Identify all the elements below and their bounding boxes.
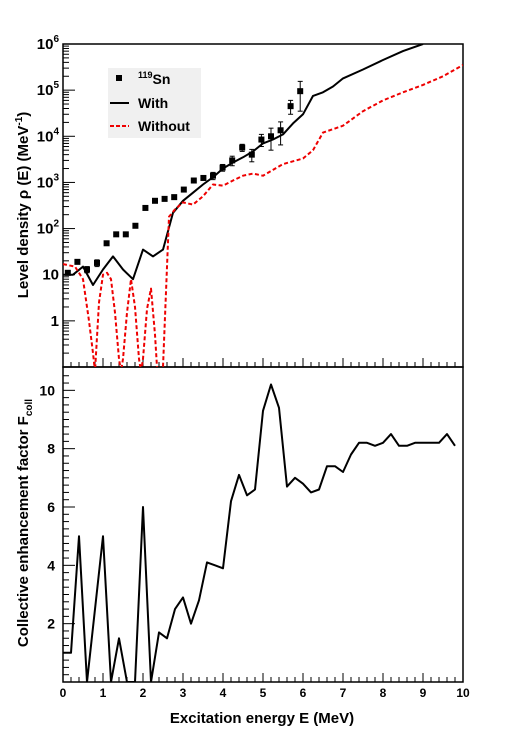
x-tick-label: 2 bbox=[140, 686, 147, 700]
y-tick-label-bottom: 4 bbox=[47, 557, 55, 573]
data-point-119sn bbox=[258, 136, 265, 143]
y-tick-label-top: 105 bbox=[37, 80, 60, 99]
series-line-with bbox=[63, 44, 424, 286]
data-point-119sn bbox=[142, 204, 149, 211]
data-point-119sn bbox=[297, 88, 304, 95]
top-plot-area bbox=[63, 44, 463, 367]
data-point-119sn bbox=[190, 177, 197, 184]
y-tick-label-bottom: 10 bbox=[39, 382, 55, 398]
data-point-119sn bbox=[132, 222, 139, 229]
x-tick-label: 5 bbox=[260, 686, 267, 700]
x-tick-label: 1 bbox=[100, 686, 107, 700]
legend-label-without: Without bbox=[138, 118, 190, 134]
x-tick-label: 7 bbox=[340, 686, 347, 700]
data-point-119sn bbox=[84, 266, 90, 273]
data-point-119sn bbox=[180, 186, 187, 193]
y-tick-label-bottom: 8 bbox=[47, 441, 55, 457]
data-point-119sn bbox=[248, 151, 255, 158]
bottom-plot-area bbox=[63, 383, 456, 682]
data-point-119sn bbox=[113, 231, 120, 238]
legend-marker-square bbox=[116, 75, 122, 81]
x-tick-label: 0 bbox=[60, 686, 67, 700]
y-tick-label-bottom: 6 bbox=[47, 499, 55, 515]
y-tick-label-top: 103 bbox=[37, 172, 60, 191]
y-tick-label-top: 10 bbox=[42, 267, 59, 284]
y-tick-label-top: 104 bbox=[37, 126, 60, 145]
x-tick-label: 4 bbox=[220, 686, 227, 700]
bottom-y-axis-title: Collective enhancement factor Fcoll bbox=[15, 399, 35, 647]
data-point-119sn bbox=[219, 164, 226, 171]
data-point-119sn bbox=[64, 269, 71, 276]
x-tick-label: 8 bbox=[380, 686, 387, 700]
y-tick-label-top: 102 bbox=[37, 219, 60, 238]
data-point-119sn bbox=[171, 194, 178, 201]
y-tick-label-bottom: 2 bbox=[47, 616, 55, 632]
y-tick-label-top: 106 bbox=[37, 34, 60, 53]
legend-label-sup: 119 bbox=[138, 70, 153, 80]
data-point-119sn bbox=[287, 103, 294, 110]
data-point-119sn bbox=[210, 172, 216, 179]
legend-label-with: With bbox=[138, 95, 168, 111]
data-point-119sn bbox=[239, 144, 246, 151]
x-axis-title: Excitation energy E (MeV) bbox=[170, 710, 354, 727]
data-point-119sn bbox=[200, 174, 207, 181]
data-point-119sn bbox=[94, 259, 100, 266]
data-point-119sn bbox=[152, 197, 158, 204]
data-point-119sn bbox=[268, 133, 274, 140]
svg-text:119Sn: 119Sn bbox=[138, 70, 170, 87]
data-point-119sn bbox=[122, 231, 129, 238]
x-tick-label: 10 bbox=[456, 686, 470, 700]
legend: 119Sn With Without bbox=[108, 68, 201, 138]
data-point-119sn bbox=[161, 195, 168, 202]
x-tick-label: 9 bbox=[420, 686, 427, 700]
y-tick-label-top: 1 bbox=[51, 313, 59, 330]
legend-label-sn: Sn bbox=[153, 71, 171, 87]
x-tick-label: 6 bbox=[300, 686, 307, 700]
top-y-axis-title: Level density ρ (E) (MeV-1) bbox=[14, 112, 32, 299]
data-point-119sn bbox=[229, 157, 236, 164]
data-point-119sn bbox=[277, 127, 284, 134]
x-tick-label: 3 bbox=[180, 686, 187, 700]
data-point-119sn bbox=[74, 258, 81, 265]
series-line-fcoll bbox=[63, 383, 456, 682]
series-line-without bbox=[63, 64, 463, 367]
data-point-119sn bbox=[103, 240, 110, 247]
